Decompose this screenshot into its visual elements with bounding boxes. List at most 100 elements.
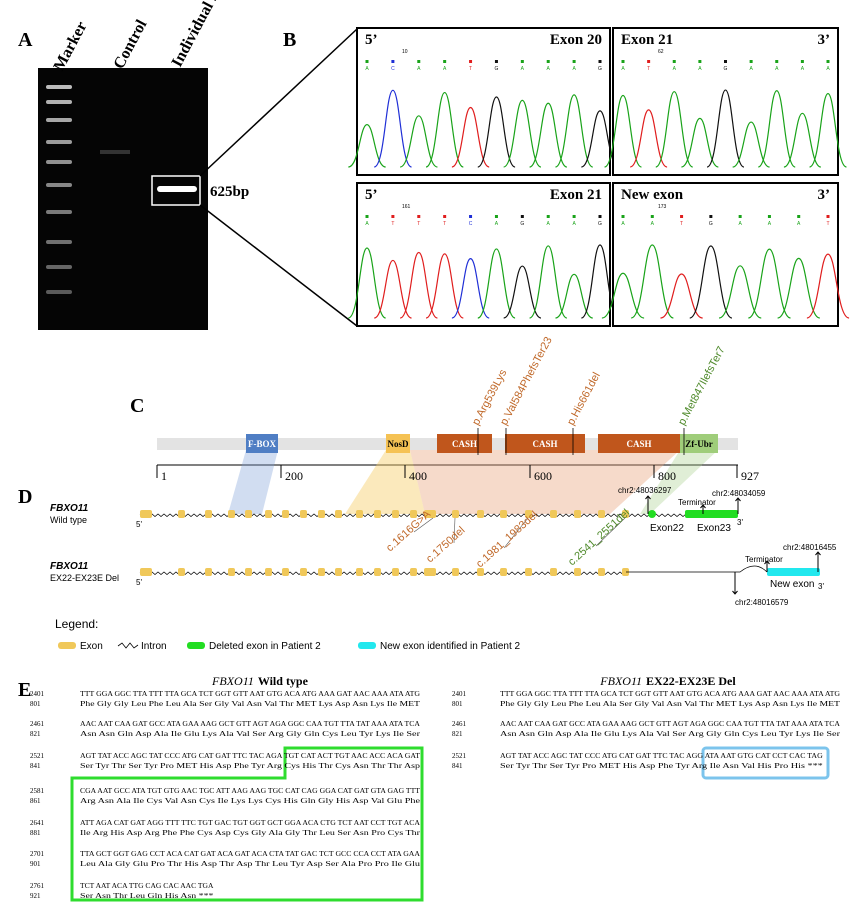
nt-sequence: AAC AAT CAA GAT GCC ATA GAA AAG GCT GTT … xyxy=(80,720,420,728)
nt-position: 2761 xyxy=(30,882,45,890)
gel-band xyxy=(46,85,72,89)
variant-label: p.His661del xyxy=(565,370,603,427)
exon xyxy=(374,510,381,518)
aa-sequence: Phe Gly Gly Leu Phe Leu Ala Ser Gly Val … xyxy=(80,700,421,708)
exon xyxy=(525,510,532,518)
base-call: G xyxy=(598,66,602,72)
base-dot xyxy=(443,215,447,218)
domain-label: CASH xyxy=(532,439,557,449)
base-dot xyxy=(365,60,369,63)
nt-sequence: TTT GGA GGC TTA TTT TTA GCA TCT GGT GTT … xyxy=(500,690,840,698)
base-dot xyxy=(672,60,676,63)
trace-peak xyxy=(601,272,645,319)
aa-position: 841 xyxy=(30,762,41,770)
gel-band xyxy=(46,118,72,122)
base-call: A xyxy=(698,66,702,72)
exon xyxy=(477,568,484,576)
base-dot xyxy=(520,215,524,218)
base-dot xyxy=(767,215,771,218)
trace-peak xyxy=(655,91,694,168)
base-dot xyxy=(469,60,473,63)
nt-position: 2401 xyxy=(30,690,45,698)
axis-tick-label: 1 xyxy=(161,469,167,483)
base-call: T xyxy=(647,66,650,72)
intron xyxy=(139,571,627,575)
base-dot xyxy=(826,60,830,63)
annotation: chr2:48016579 xyxy=(735,598,789,607)
three-prime: 3' xyxy=(737,518,743,527)
shade xyxy=(228,450,278,514)
base-dot xyxy=(800,60,804,63)
exon xyxy=(228,510,235,518)
trace-peak xyxy=(581,244,619,319)
base-call: A xyxy=(443,66,447,72)
gene-name: FBXO11 xyxy=(599,674,642,688)
gene-name: FBXO11 xyxy=(211,674,254,688)
legend-item: New exon identified in Patient 2 xyxy=(380,641,521,652)
domain-label: CASH xyxy=(452,439,477,449)
aa-sequence: Ser Asn Thr Leu Gln His Asn *** xyxy=(80,892,214,900)
base-dot xyxy=(572,60,576,63)
legend-swatch xyxy=(358,642,376,649)
nt-position: 2641 xyxy=(30,819,45,827)
aa-position: 861 xyxy=(30,797,41,805)
nt-sequence: CGA AAT GCC ATA TGT GTG AAC TGC ATT AAG … xyxy=(80,787,421,795)
nt-position: 2461 xyxy=(30,720,45,728)
exon xyxy=(265,510,272,518)
base-call: T xyxy=(469,66,472,72)
aa-sequence: Ile Arg His Asp Arg Phe Phe Cys Asp Cys … xyxy=(80,829,421,837)
arrow xyxy=(735,497,741,514)
sequence-title-text: EX22-EX23E Del xyxy=(646,674,736,688)
protein-domain xyxy=(246,434,278,453)
protein-domain xyxy=(598,434,680,453)
annotation: Terminator xyxy=(678,498,716,507)
gene-name: FBXO11 xyxy=(50,561,89,572)
base-call: A xyxy=(572,66,576,72)
exon xyxy=(500,510,507,518)
cdna-variant: c.1750del xyxy=(424,524,467,565)
gel-band xyxy=(46,240,72,244)
exon xyxy=(300,568,307,576)
sequence-title-text: Wild type xyxy=(258,674,309,688)
base-dot xyxy=(724,60,727,63)
axis-tick-label: 400 xyxy=(409,469,427,483)
exon xyxy=(424,568,436,576)
aa-sequence: Asn Asn Gln Asp Ala Ile Glu Lys Ala Val … xyxy=(80,730,421,738)
trace-peak xyxy=(777,257,821,319)
nt-position: 2701 xyxy=(30,850,45,858)
exon xyxy=(265,568,272,576)
base-dot xyxy=(621,215,625,218)
exon xyxy=(282,510,289,518)
aa-sequence: Phe Gly Gly Leu Phe Leu Ala Ser Gly Val … xyxy=(500,700,841,708)
exon xyxy=(392,568,399,576)
base-dot xyxy=(391,215,395,218)
exon xyxy=(205,510,212,518)
protein-domain xyxy=(680,434,718,453)
chromatogram-frame xyxy=(612,182,839,327)
chromatogram-frame xyxy=(356,27,611,176)
trace-peak xyxy=(555,273,594,319)
aa-sequence: Leu Ala Gly Glu Pro Thr His Asp Thr Asp … xyxy=(80,860,421,868)
base-call: A xyxy=(417,66,421,72)
trace-peak xyxy=(451,258,490,319)
base-dot xyxy=(572,215,576,218)
highlight-box xyxy=(70,746,424,902)
nt-sequence: ATT AGA CAT GAT AGG TTT TTC TGT GAC TGT … xyxy=(80,819,420,827)
panel-label: E xyxy=(18,679,31,701)
protein-domain xyxy=(386,434,410,453)
base-call: A xyxy=(651,221,655,227)
exon xyxy=(500,568,507,576)
exon xyxy=(300,510,307,518)
base-dot xyxy=(598,60,602,63)
panel-label: C xyxy=(130,395,144,417)
trace-peak xyxy=(399,251,438,319)
aa-sequence: Asn Asn Gln Asp Ala Ile Glu Lys Ala Val … xyxy=(500,730,841,738)
base-call: T xyxy=(680,221,683,227)
exon xyxy=(335,568,342,576)
base-dot xyxy=(647,60,651,63)
exon xyxy=(525,568,532,576)
highlight-box xyxy=(701,746,830,780)
exon xyxy=(550,568,557,576)
chromatogram-label: New exon xyxy=(621,187,684,203)
trace-peak xyxy=(477,96,516,168)
